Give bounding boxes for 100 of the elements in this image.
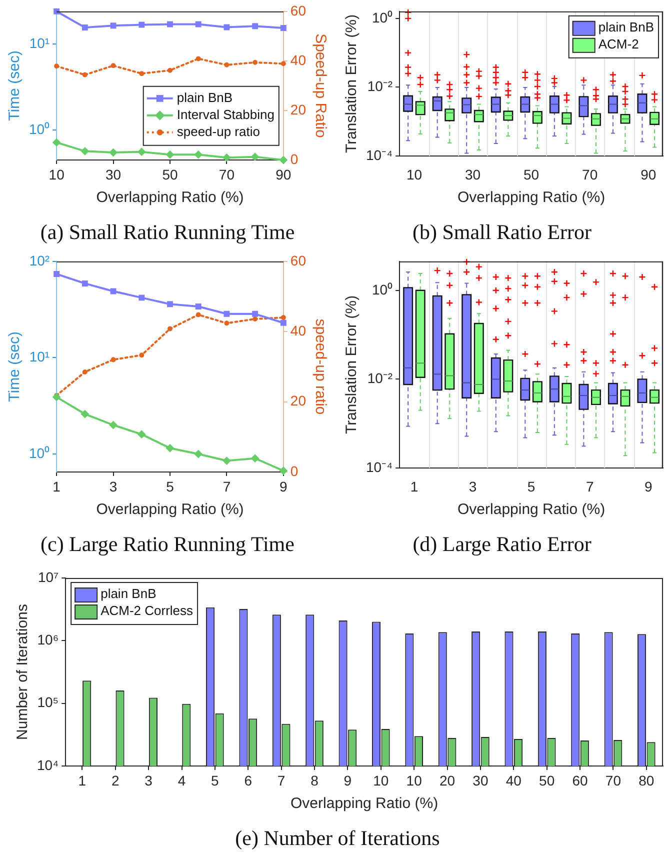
point xyxy=(138,148,146,156)
point xyxy=(252,310,258,317)
x-tick-label: 40 xyxy=(506,772,522,788)
x-tick-label: 10 xyxy=(406,166,422,182)
y-tick-label: 10⁻² xyxy=(367,370,393,386)
y-axis-title: Number of Iterations xyxy=(14,604,32,740)
y-tick-label: 10⁴ xyxy=(36,756,59,773)
x-tick-label: 90 xyxy=(640,166,656,182)
point xyxy=(167,21,173,28)
x-tick-label: 10 xyxy=(48,166,65,182)
x-axis-title: Overlapping Ratio (%) xyxy=(458,188,606,206)
y-tick-label: 10⁰ xyxy=(28,121,50,138)
y2-tick-label: 20 xyxy=(290,392,306,409)
text: (b) Small Ratio Error xyxy=(412,220,592,244)
x-tick-label: 1 xyxy=(78,772,86,788)
x-tick-label: 7 xyxy=(586,478,594,494)
x-tick-label: 30 xyxy=(472,772,488,788)
x-tick-label: 30 xyxy=(105,166,122,182)
point xyxy=(54,8,60,14)
legend-label: plain BnB xyxy=(598,19,654,34)
point xyxy=(194,150,202,159)
y2-tick-label: 60 xyxy=(290,252,306,268)
point xyxy=(109,148,118,156)
y-tick-label: 10⁶ xyxy=(37,632,59,648)
x-tick-label: 60 xyxy=(572,772,588,788)
text: (d) Large Ratio Error xyxy=(412,532,592,556)
x-tick-label: 5 xyxy=(527,478,536,494)
x-tick-label: 20 xyxy=(439,772,456,788)
y-axis-title: Translation Error (%) xyxy=(343,295,360,434)
x-axis-title: Overlapping Ratio (%) xyxy=(96,188,244,206)
point xyxy=(224,310,230,317)
point xyxy=(279,156,288,164)
y-tick-label: 10² xyxy=(29,252,50,268)
x-tick-label: 1 xyxy=(410,478,418,494)
point xyxy=(80,147,89,156)
y-tick-label: 10⁵ xyxy=(37,694,59,710)
point xyxy=(280,320,286,326)
y2-tick-label: 20 xyxy=(290,101,306,118)
point xyxy=(222,456,231,465)
x-axis-title: Overlapping Ratio (%) xyxy=(96,500,244,518)
y-tick-label: 10⁰ xyxy=(372,281,393,298)
x-tick-label: 6 xyxy=(244,772,252,788)
point xyxy=(279,466,288,475)
x-tick-label: 8 xyxy=(310,772,319,788)
x-tick-label: 7 xyxy=(277,772,286,788)
y2-tick-label: 40 xyxy=(290,52,306,68)
point xyxy=(251,454,260,462)
x-tick-label: 9 xyxy=(344,772,352,788)
y-tick-label: 10⁻² xyxy=(367,78,393,94)
x-tick-label: 50 xyxy=(524,166,540,182)
y-tick-label: 10⁻⁴ xyxy=(366,458,393,475)
legend-label: plain BnB xyxy=(100,586,156,602)
point xyxy=(194,450,202,458)
x-tick-label: 10 xyxy=(373,772,389,788)
x-tick-label: 50 xyxy=(162,166,178,182)
point xyxy=(82,24,88,30)
point xyxy=(80,410,89,418)
text: (e) Number of Iterations xyxy=(235,826,440,850)
x-tick-label: 3 xyxy=(109,478,118,494)
text: (a) Small Ratio Running Time xyxy=(40,220,295,244)
x-tick-label: 10 xyxy=(406,772,422,788)
point xyxy=(251,152,260,161)
y2-tick-label: 0 xyxy=(290,462,298,479)
y2-axis-title: Speed-up Ratio xyxy=(312,34,329,138)
x-tick-label: 9 xyxy=(280,478,288,494)
x-tick-label: 70 xyxy=(218,166,235,182)
y2-axis-title: speed-up ratio xyxy=(312,318,329,415)
y-axis-title: Time (sec) xyxy=(6,332,24,402)
x-tick-label: 90 xyxy=(276,166,292,182)
legend-label: ACM-2 xyxy=(598,36,639,52)
x-tick-label: 7 xyxy=(222,478,231,494)
legend-label: plain BnB xyxy=(176,90,233,105)
point xyxy=(195,304,202,310)
y-tick-label: 10⁻⁴ xyxy=(366,146,393,163)
point xyxy=(110,288,116,294)
x-tick-label: 1 xyxy=(52,478,61,494)
point xyxy=(252,23,258,30)
point xyxy=(280,25,286,31)
point xyxy=(109,421,118,429)
legend-label: ACM-2 Corrless xyxy=(100,603,194,618)
point xyxy=(224,24,230,30)
point xyxy=(52,393,61,402)
x-tick-label: 5 xyxy=(211,772,220,788)
x-tick-label: 80 xyxy=(638,772,654,788)
x-tick-label: 30 xyxy=(464,166,481,182)
point xyxy=(166,150,174,159)
x-axis-title: Overlapping Ratio (%) xyxy=(458,500,606,518)
point xyxy=(54,271,60,277)
y-tick-label: 10⁰ xyxy=(28,444,50,461)
point xyxy=(167,301,173,308)
legend-label: Interval Stabbing xyxy=(176,107,274,122)
x-tick-label: 70 xyxy=(605,772,622,788)
y-tick-label: 10⁰ xyxy=(372,9,393,26)
y-tick-label: 10¹ xyxy=(29,348,50,365)
point xyxy=(195,21,202,28)
x-tick-label: 50 xyxy=(539,772,555,788)
y2-tick-label: 0 xyxy=(290,150,298,167)
x-tick-label: 9 xyxy=(644,478,652,494)
y-tick-label: 10¹ xyxy=(29,34,50,51)
y2-tick-label: 40 xyxy=(290,322,306,338)
